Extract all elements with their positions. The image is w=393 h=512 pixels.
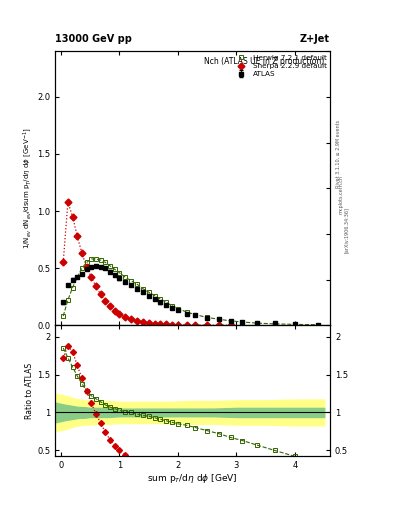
Herwig 7.2.1 default xyxy=(184,309,189,315)
Sherpa 2.2.9 default xyxy=(193,322,198,328)
Y-axis label: Ratio to ATLAS: Ratio to ATLAS xyxy=(25,362,34,418)
Herwig 7.2.1 default xyxy=(158,296,163,302)
Herwig 7.2.1 default xyxy=(135,281,140,287)
Herwig 7.2.1 default xyxy=(66,297,70,303)
Sherpa 2.2.9 default xyxy=(108,303,112,309)
Sherpa 2.2.9 default xyxy=(117,311,122,317)
Herwig 7.2.1 default xyxy=(152,292,157,298)
X-axis label: sum p$_T$/d$\eta$ d$\phi$ [GeV]: sum p$_T$/d$\eta$ d$\phi$ [GeV] xyxy=(147,472,238,485)
Sherpa 2.2.9 default xyxy=(70,214,75,220)
Herwig 7.2.1 default xyxy=(217,316,221,323)
Sherpa 2.2.9 default xyxy=(112,308,117,314)
Herwig 7.2.1 default xyxy=(112,266,117,272)
Sherpa 2.2.9 default xyxy=(170,322,174,328)
Sherpa 2.2.9 default xyxy=(146,320,151,326)
Sherpa 2.2.9 default xyxy=(152,321,157,327)
Y-axis label: 1/N$_{ev}$ dN$_{ev}$/dsum p$_T$/d$\eta$ d$\phi$ [GeV$^{-1}$]: 1/N$_{ev}$ dN$_{ev}$/dsum p$_T$/d$\eta$ … xyxy=(22,127,34,249)
Herwig 7.2.1 default xyxy=(205,314,209,321)
Text: Nch (ATLAS UE in Z production): Nch (ATLAS UE in Z production) xyxy=(204,57,325,66)
Herwig 7.2.1 default xyxy=(193,312,198,318)
Herwig 7.2.1 default xyxy=(129,278,134,284)
Sherpa 2.2.9 default xyxy=(205,322,209,328)
Herwig 7.2.1 default xyxy=(103,260,108,266)
Herwig 7.2.1 default xyxy=(75,274,80,281)
Herwig 7.2.1 default xyxy=(123,274,128,281)
Herwig 7.2.1 default xyxy=(80,265,84,271)
Sherpa 2.2.9 default xyxy=(103,298,108,304)
Sherpa 2.2.9 default xyxy=(61,260,66,266)
Herwig 7.2.1 default xyxy=(170,303,174,309)
Sherpa 2.2.9 default xyxy=(123,314,128,321)
Herwig 7.2.1 default xyxy=(84,260,89,266)
Sherpa 2.2.9 default xyxy=(84,264,89,270)
Herwig 7.2.1 default xyxy=(228,318,233,324)
Herwig 7.2.1 default xyxy=(94,256,98,262)
Herwig 7.2.1 default xyxy=(140,286,145,292)
Sherpa 2.2.9 default xyxy=(164,322,169,328)
Sherpa 2.2.9 default xyxy=(217,322,221,328)
Sherpa 2.2.9 default xyxy=(94,283,98,289)
Sherpa 2.2.9 default xyxy=(129,316,134,323)
Herwig 7.2.1 default xyxy=(240,319,245,325)
Sherpa 2.2.9 default xyxy=(75,233,80,239)
Herwig 7.2.1 default xyxy=(293,322,298,328)
Text: mcplots.cern.ch: mcplots.cern.ch xyxy=(339,175,344,214)
Herwig 7.2.1 default xyxy=(164,300,169,306)
Sherpa 2.2.9 default xyxy=(176,322,180,328)
Herwig 7.2.1 default xyxy=(316,322,321,328)
Text: [arXiv:1906.34:36]: [arXiv:1906.34:36] xyxy=(344,207,349,253)
Text: 13000 GeV pp: 13000 GeV pp xyxy=(55,33,132,44)
Herwig 7.2.1 default xyxy=(108,263,112,269)
Herwig 7.2.1 default xyxy=(255,320,259,326)
Herwig 7.2.1 default xyxy=(70,285,75,291)
Sherpa 2.2.9 default xyxy=(228,322,233,328)
Sherpa 2.2.9 default xyxy=(66,199,70,205)
Herwig 7.2.1 default xyxy=(272,321,277,327)
Line: Herwig 7.2.1 default: Herwig 7.2.1 default xyxy=(61,257,321,327)
Herwig 7.2.1 default xyxy=(89,256,94,262)
Sherpa 2.2.9 default xyxy=(184,322,189,328)
Herwig 7.2.1 default xyxy=(146,289,151,295)
Text: Z+Jet: Z+Jet xyxy=(300,33,330,44)
Legend: Herwig 7.2.1 default, Sherpa 2.2.9 default, ATLAS: Herwig 7.2.1 default, Sherpa 2.2.9 defau… xyxy=(231,55,327,77)
Sherpa 2.2.9 default xyxy=(89,274,94,281)
Text: Rivet 3.1.10, ≥ 2.9M events: Rivet 3.1.10, ≥ 2.9M events xyxy=(336,119,341,188)
Sherpa 2.2.9 default xyxy=(135,318,140,324)
Sherpa 2.2.9 default xyxy=(98,291,103,297)
Sherpa 2.2.9 default xyxy=(80,250,84,257)
Herwig 7.2.1 default xyxy=(61,313,66,319)
Herwig 7.2.1 default xyxy=(176,306,180,312)
Sherpa 2.2.9 default xyxy=(140,319,145,325)
Herwig 7.2.1 default xyxy=(98,257,103,263)
Sherpa 2.2.9 default xyxy=(158,321,163,327)
Herwig 7.2.1 default xyxy=(117,270,122,276)
Line: Sherpa 2.2.9 default: Sherpa 2.2.9 default xyxy=(61,200,233,328)
